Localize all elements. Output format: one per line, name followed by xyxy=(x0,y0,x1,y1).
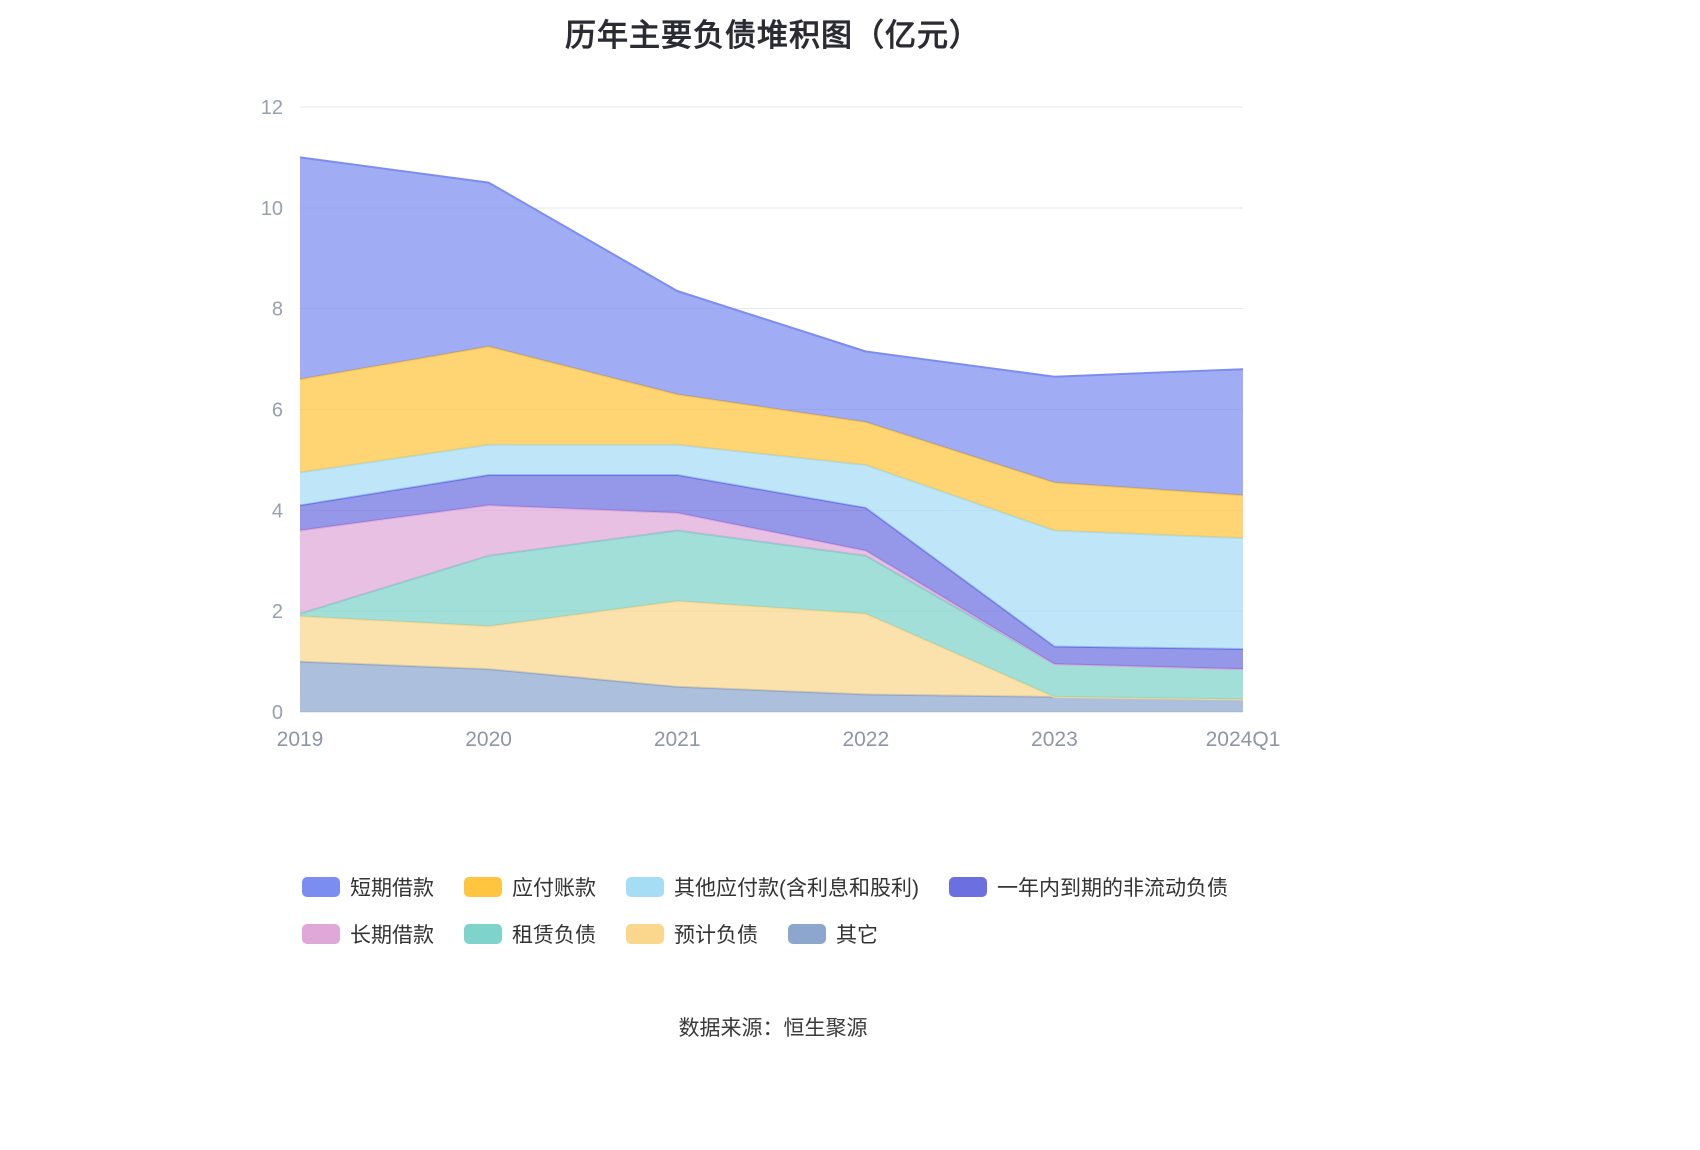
legend-row: 长期借款 租赁负债 预计负债 其它 xyxy=(302,919,1228,949)
chart-title: 历年主要负债堆积图（亿元） xyxy=(565,18,981,53)
y-axis-tick-label: 4 xyxy=(272,500,283,522)
legend-item-long-term-loans[interactable]: 长期借款 xyxy=(302,919,434,949)
legend-swatch-icon xyxy=(626,877,664,897)
legend-swatch-icon xyxy=(302,924,340,944)
area-band-accounts-payable xyxy=(300,346,1243,539)
y-axis-tick-label: 8 xyxy=(272,299,283,321)
x-axis-tick-label: 2019 xyxy=(277,728,324,751)
area-band-short-term-loans xyxy=(300,157,1243,496)
legend-item-others[interactable]: 其它 xyxy=(788,919,878,949)
x-axis-tick-label: 2023 xyxy=(1031,728,1078,751)
legend-row: 短期借款 应付账款 其他应付款(含利息和股利) 一年内到期的非流动负债 xyxy=(302,872,1228,902)
legend-label: 一年内到期的非流动负债 xyxy=(997,877,1228,900)
liabilities-stacked-area-chart: 0 2 4 6 8 10 12 2019 2020 2021 2022 2023 2024Q1 xyxy=(261,97,1281,751)
legend-label: 预计负债 xyxy=(674,924,758,947)
legend-label: 其他应付款(含利息和股利) xyxy=(674,877,919,900)
x-axis-tick-label: 2021 xyxy=(654,728,701,751)
legend-label: 其它 xyxy=(836,924,878,947)
x-axis-tick-label: 2022 xyxy=(842,728,889,751)
legend-item-short-term-loans[interactable]: 短期借款 xyxy=(302,872,434,902)
legend-swatch-icon xyxy=(949,877,987,897)
legend-item-other-payables[interactable]: 其他应付款(含利息和股利) xyxy=(626,872,919,902)
y-axis-tick-label: 2 xyxy=(272,601,283,623)
legend-label: 租赁负债 xyxy=(512,924,596,947)
area-band-lease-liabilities xyxy=(300,530,1243,700)
y-axis-tick-label: 12 xyxy=(261,97,283,119)
legend-swatch-icon xyxy=(302,877,340,897)
legend-swatch-icon xyxy=(464,877,502,897)
legend-item-accounts-payable[interactable]: 应付账款 xyxy=(464,872,596,902)
legend-swatch-icon xyxy=(788,924,826,944)
area-band-long-term-loans xyxy=(300,505,1243,670)
legend-swatch-icon xyxy=(626,924,664,944)
y-axis-tick-label: 0 xyxy=(272,702,283,724)
legend-label: 应付账款 xyxy=(512,877,596,900)
chart-legend: 短期借款 应付账款 其他应付款(含利息和股利) 一年内到期的非流动负债长期借款 租赁负债… xyxy=(302,872,1228,966)
legend-item-noncurrent-liabilities-due-within-1y[interactable]: 一年内到期的非流动负债 xyxy=(949,872,1228,902)
area-band-noncurrent-liabilities-due-within-1y xyxy=(300,475,1243,670)
x-axis-tick-label: 2020 xyxy=(465,728,512,751)
x-axis-tick-label: 2024Q1 xyxy=(1206,728,1281,751)
area-band-estimated-liabilities xyxy=(300,601,1243,700)
legend-label: 长期借款 xyxy=(350,924,434,947)
y-axis-tick-label: 10 xyxy=(261,198,283,220)
area-band-other-payables xyxy=(300,444,1243,649)
area-line-short-term-loans xyxy=(299,156,1244,378)
y-axis-tick-label: 6 xyxy=(272,400,283,422)
data-source-note: 数据来源：恒生聚源 xyxy=(678,1017,868,1040)
legend-item-lease-liabilities[interactable]: 租赁负债 xyxy=(464,919,596,949)
legend-swatch-icon xyxy=(464,924,502,944)
legend-item-estimated-liabilities[interactable]: 预计负债 xyxy=(626,919,758,949)
legend-label: 短期借款 xyxy=(350,877,434,900)
